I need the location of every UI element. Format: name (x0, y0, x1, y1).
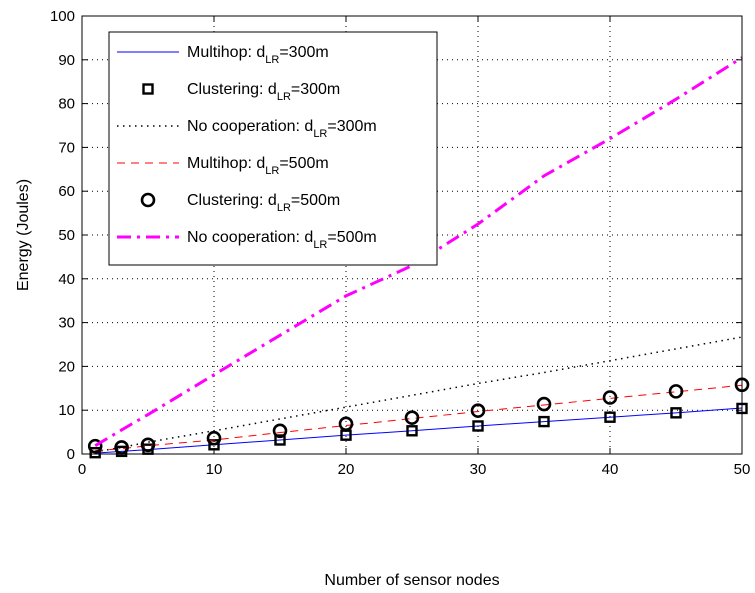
legend-label-main: Multihop: d (187, 155, 265, 172)
legend-label-tail: =500m (291, 192, 340, 209)
x-tick-label: 20 (338, 461, 355, 478)
data-point (274, 434, 286, 446)
x-axis-label: Number of sensor nodes (324, 572, 499, 589)
series-layer (87, 56, 750, 459)
legend-item: Clustering: dLR=500m (140, 192, 340, 214)
y-tick-label: 20 (58, 358, 75, 375)
y-axis-label: Energy (Joules) (15, 179, 32, 291)
data-point (470, 403, 486, 418)
legend-label: No cooperation: dLR=500m (187, 229, 377, 251)
data-point (604, 411, 616, 423)
data-point (538, 415, 550, 428)
legend-label-sub: LR (313, 128, 327, 140)
legend-label-main: Clustering: d (187, 81, 277, 98)
data-point (602, 390, 618, 405)
legend-label: No cooperation: dLR=300m (187, 118, 377, 140)
series-line (95, 384, 743, 451)
x-tick-label: 30 (470, 461, 487, 478)
y-tick-label: 30 (58, 315, 75, 332)
data-point (536, 396, 552, 412)
data-point (670, 407, 682, 419)
data-point (472, 420, 484, 432)
data-point (338, 416, 354, 432)
legend-label-main: No cooperation: d (187, 118, 313, 135)
data-point (404, 410, 420, 425)
data-point (272, 423, 288, 439)
legend-label: Multihop: dLR=300m (187, 44, 329, 66)
data-point (140, 437, 156, 453)
legend-item: No cooperation: dLR=500m (117, 229, 377, 251)
x-tick-label: 10 (206, 461, 223, 478)
legend-item: Multihop: dLR=500m (117, 155, 329, 177)
series-4 (87, 377, 750, 455)
legend-item: No cooperation: dLR=300m (117, 118, 377, 140)
y-tick-label: 70 (58, 139, 75, 156)
legend-label-sub: LR (265, 54, 279, 66)
data-point (114, 440, 129, 455)
legend-label: Multihop: dLR=500m (187, 155, 329, 177)
legend-swatch (140, 192, 156, 208)
legend-label-sub: LR (277, 91, 291, 103)
y-tick-label: 80 (58, 96, 75, 113)
y-tick-label: 10 (58, 402, 75, 419)
legend-label-main: No cooperation: d (187, 229, 313, 246)
x-tick-label: 50 (734, 461, 751, 478)
series-3 (95, 384, 743, 451)
data-point (89, 446, 101, 459)
legend-label-tail: =500m (327, 229, 376, 246)
data-point (668, 384, 684, 399)
data-point (406, 425, 418, 437)
data-point (87, 438, 103, 454)
y-tick-label: 60 (58, 183, 75, 200)
legend-item: Clustering: dLR=300m (142, 81, 340, 103)
legend-label-tail: =300m (327, 118, 376, 135)
y-tick-label: 50 (58, 227, 75, 244)
series-5 (94, 56, 743, 447)
legend-label-main: Clustering: d (187, 192, 277, 209)
legend-swatch (142, 83, 154, 95)
legend-label-tail: =500m (279, 155, 328, 172)
x-tick-label: 40 (602, 461, 619, 478)
x-tick-label: 0 (78, 461, 86, 478)
series-line (94, 56, 743, 447)
legend-label: Clustering: dLR=500m (187, 192, 340, 214)
legend-label-tail: =300m (291, 81, 340, 98)
legend-label-sub: LR (313, 239, 327, 251)
legend-item: Multihop: dLR=300m (117, 44, 329, 66)
legend-label-sub: LR (265, 165, 279, 177)
legend-label-main: Multihop: d (187, 44, 265, 61)
y-tick-label: 40 (58, 271, 75, 288)
legend-label-tail: =300m (279, 44, 328, 61)
axis-ticks: 0 10 20 30 40 50 0 10 20 30 40 50 60 70 80 90 100 (50, 8, 750, 478)
y-tick-label: 90 (58, 52, 75, 69)
legend-box (108, 31, 438, 266)
y-tick-label: 0 (67, 446, 75, 463)
data-point (206, 430, 222, 446)
legend-label-sub: LR (277, 202, 291, 214)
legend-label: Clustering: dLR=300m (187, 81, 340, 103)
y-tick-label: 100 (50, 8, 75, 25)
